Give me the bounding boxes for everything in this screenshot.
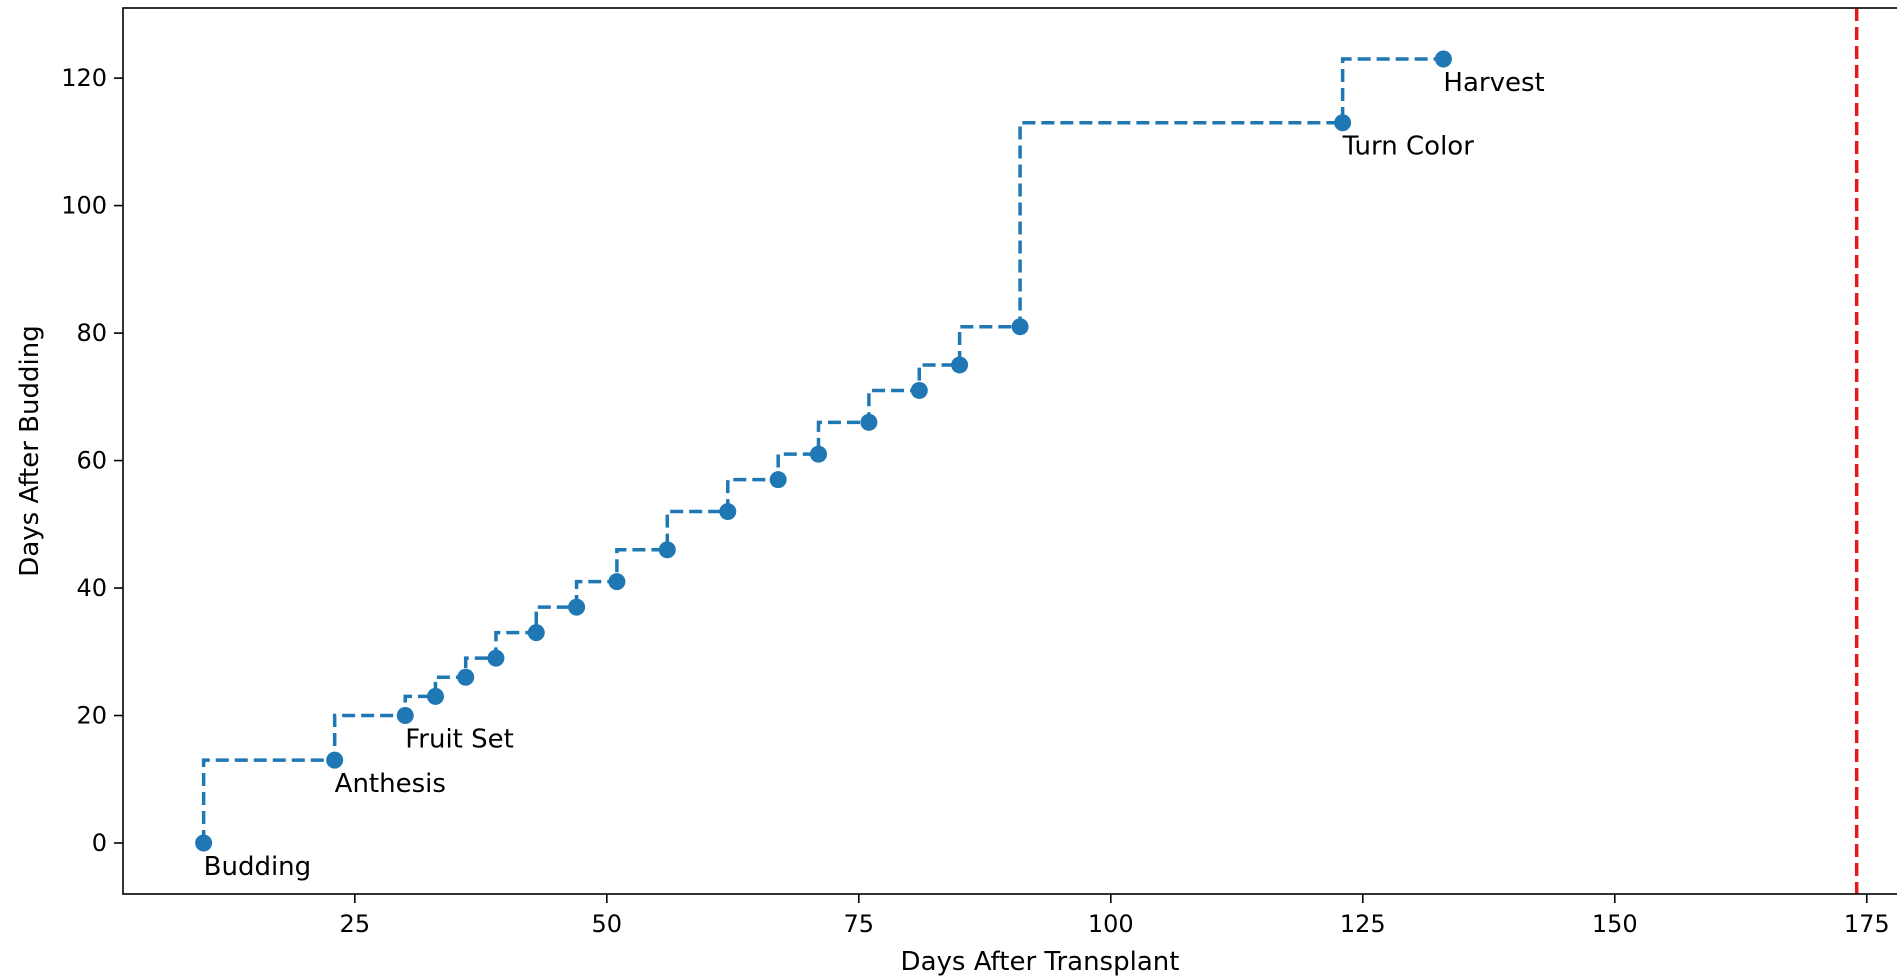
data-point	[658, 541, 676, 559]
annotation-label: Budding	[204, 852, 312, 882]
y-tick-label: 120	[61, 64, 107, 92]
x-tick-label: 125	[1340, 910, 1386, 938]
data-point	[1011, 318, 1029, 336]
annotation-label: Anthesis	[335, 769, 446, 799]
y-tick-label: 20	[76, 702, 107, 730]
data-point	[1434, 50, 1452, 68]
data-point	[860, 413, 878, 431]
plot-frame	[122, 7, 1897, 895]
x-tick-label: 175	[1844, 910, 1890, 938]
y-tick-label: 40	[76, 574, 107, 602]
data-point	[527, 624, 545, 642]
annotation-label: Turn Color	[1342, 132, 1475, 162]
data-point	[769, 471, 787, 489]
data-point	[568, 598, 586, 616]
x-tick-label: 100	[1088, 910, 1134, 938]
data-point	[457, 668, 475, 686]
y-axis-label: Days After Budding	[15, 325, 45, 576]
annotation-label: Harvest	[1443, 68, 1544, 98]
data-point	[608, 573, 626, 591]
y-axis-ticks: 0 20 40 60 80 100 120	[61, 64, 123, 857]
x-tick-label: 75	[844, 910, 875, 938]
data-point	[326, 751, 344, 769]
data-point	[719, 503, 737, 521]
y-tick-label: 100	[61, 192, 107, 220]
data-point	[809, 445, 827, 463]
y-tick-label: 60	[76, 447, 107, 475]
x-tick-label: 150	[1592, 910, 1638, 938]
x-tick-label: 50	[592, 910, 623, 938]
data-point	[951, 356, 969, 374]
data-point	[487, 649, 505, 667]
y-tick-label: 0	[92, 829, 107, 857]
annotation-label: Fruit Set	[405, 725, 514, 755]
plot-marks: Budding Anthesis Fruit Set Turn Color Harves…	[195, 8, 1859, 894]
x-axis-ticks: 25 50 75 100 125 150 175	[340, 894, 1890, 938]
data-point	[396, 707, 414, 725]
y-tick-label: 80	[76, 319, 107, 347]
data-point	[1334, 114, 1352, 132]
data-point	[195, 834, 213, 852]
x-tick-label: 25	[340, 910, 371, 938]
data-point	[426, 687, 444, 705]
x-axis-label: Days After Transplant	[901, 947, 1180, 977]
data-point	[910, 381, 928, 399]
